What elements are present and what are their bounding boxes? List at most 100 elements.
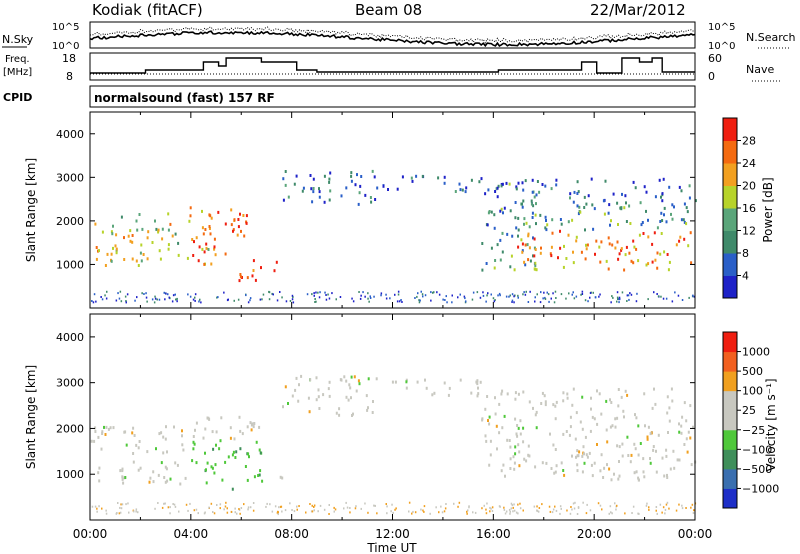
power-cell [106,290,108,293]
velocity-cell [680,424,683,428]
velocity-cell [157,502,159,504]
velocity-cell [648,508,650,511]
velocity-cell [652,448,655,452]
power-cell [367,292,369,295]
power-cell [515,185,518,189]
velocity-cell [224,460,227,464]
power-cell [527,234,530,238]
power-cell [579,210,582,214]
power-cell [550,297,552,300]
power-cell [309,174,312,177]
power-cell [146,257,149,261]
power-cell [459,188,462,192]
power-xticks [89,112,696,308]
velocity-cell [575,455,577,459]
power-cell [360,175,363,178]
noise-tick-left-top: 10^5 [52,22,79,33]
velocity-cell [565,430,568,433]
velocity-cell [512,506,514,509]
power-cell [370,200,373,204]
velocity-cell [519,507,522,510]
power-cell [525,290,527,293]
velocity-cell [596,443,598,446]
power-cell [493,213,496,217]
power-cell [657,295,660,298]
power-cell [457,296,459,299]
power-cell [312,177,315,181]
colorbar-segment [723,163,737,186]
velocity-cell [98,479,101,483]
power-cell [492,297,495,300]
velocity-cell [187,509,189,512]
velocity-cell [423,505,426,508]
velocity-cell [296,508,298,511]
power-cell [319,291,321,294]
velocity-cell [163,502,165,505]
power-ylabel: Slant Range [km] [24,158,38,262]
power-cell [242,214,245,217]
power-cell [671,217,674,221]
power-cell [154,219,156,223]
power-cell [143,293,145,295]
power-cell [678,239,681,243]
power-cell [396,300,399,303]
velocity-cell [214,463,217,467]
velocity-cell [643,392,646,396]
power-cell [573,297,576,300]
velocity-cell [568,433,571,437]
power-cell [624,194,627,198]
power-cell [549,252,552,256]
velocity-cell [125,503,127,506]
velocity-cell [585,453,588,457]
velocity-cell [91,505,94,508]
y-tick-label: 4000 [56,331,84,344]
power-cell [653,231,656,235]
power-cell [169,222,172,226]
velocity-cell [525,459,528,463]
x-tick-label: 16:00 [476,527,511,541]
velocity-cell [664,508,667,511]
velocity-cell [211,430,214,434]
power-cell [522,188,525,192]
velocity-cell [622,409,625,413]
x-tick-label: 04:00 [174,527,209,541]
power-cell [490,210,493,214]
power-cell [598,295,600,298]
velocity-cell [689,436,692,440]
velocity-cell [514,445,517,449]
velocity-cell [548,505,551,508]
velocity-cell [207,416,210,420]
power-cell [115,251,118,255]
velocity-cell [514,391,517,395]
power-cell [576,192,579,195]
power-cell [543,291,545,294]
power-cell [156,298,158,301]
power-cell [612,192,615,196]
velocity-cell [94,430,97,433]
power-cell [327,293,329,296]
velocity-cell [687,430,690,434]
power-cell [312,187,315,190]
power-cell [651,260,654,264]
power-cell [358,191,361,195]
power-cell [172,294,175,297]
velocity-cell [181,434,183,438]
power-cell [385,293,387,296]
power-cell [585,243,587,247]
power-cell [313,292,315,295]
power-cell [548,300,550,303]
power-cell [621,291,624,294]
power-cell [360,294,362,297]
velocity-cell [582,445,585,449]
velocity-cell [458,501,461,504]
colorbar-tick-label: −100 [742,443,772,456]
velocity-cell [562,432,565,436]
velocity-cell [566,396,569,400]
power-cell [533,267,536,271]
freq-panel [89,52,696,81]
velocity-cell [318,407,321,410]
velocity-cell [654,402,657,406]
power-cell [167,247,170,251]
velocity-cell [167,506,170,509]
power-cell [259,298,262,301]
